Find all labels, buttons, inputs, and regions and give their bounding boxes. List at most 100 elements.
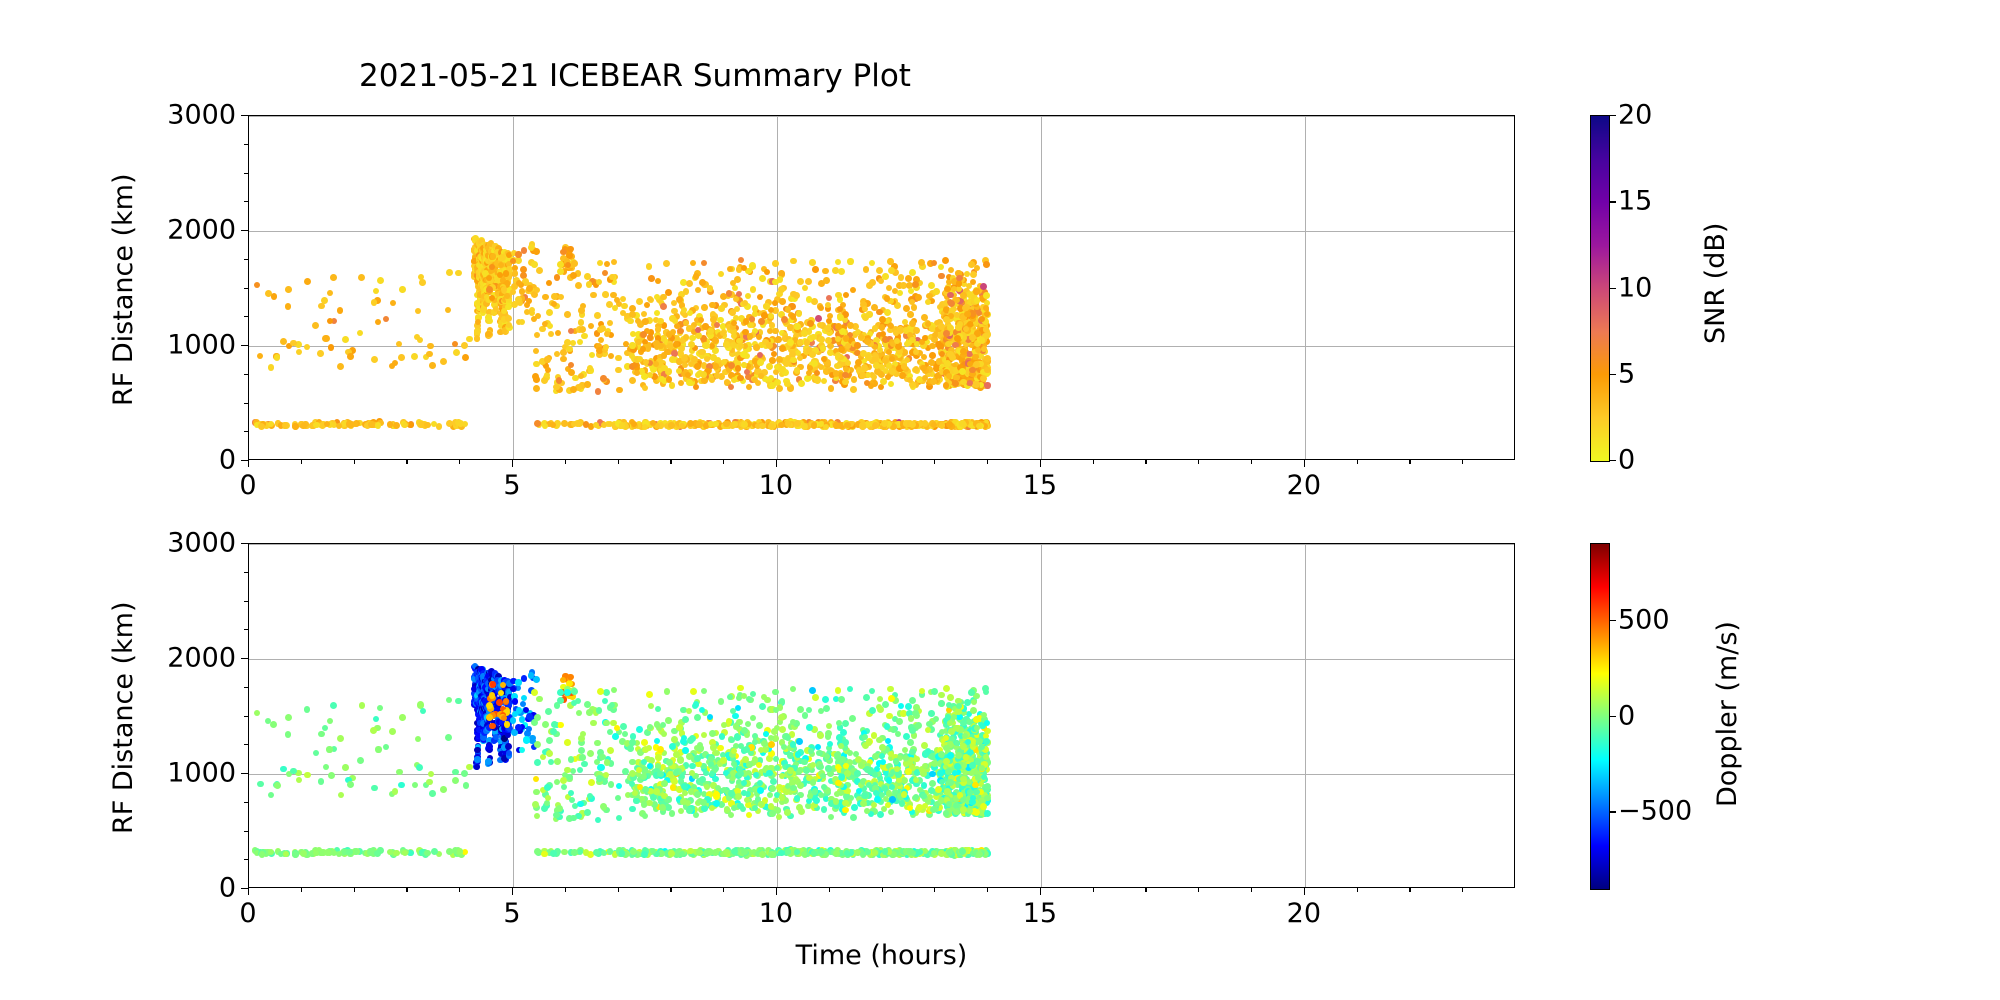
data-point xyxy=(884,737,891,745)
data-point xyxy=(701,732,708,739)
data-point xyxy=(485,742,493,750)
data-point xyxy=(455,270,462,277)
data-point xyxy=(374,296,381,304)
data-point xyxy=(764,269,771,276)
data-point xyxy=(566,345,573,352)
data-point xyxy=(594,740,601,747)
data-point xyxy=(955,324,962,331)
data-point xyxy=(877,811,885,819)
data-point xyxy=(534,312,541,320)
data-point xyxy=(778,366,785,373)
data-point xyxy=(478,238,485,246)
x-axis-minor-tick xyxy=(1462,460,1464,464)
data-point xyxy=(752,343,760,351)
data-point xyxy=(488,692,496,699)
data-point xyxy=(376,276,384,284)
data-point xyxy=(460,769,468,777)
data-point xyxy=(825,765,832,772)
data-point xyxy=(506,297,513,304)
data-point xyxy=(665,376,673,383)
data-point xyxy=(603,772,610,779)
data-point xyxy=(580,371,588,379)
data-point xyxy=(827,385,835,392)
data-point xyxy=(888,266,896,274)
data-point xyxy=(727,811,735,819)
data-point xyxy=(485,280,493,288)
data-point xyxy=(263,422,270,429)
data-point xyxy=(942,382,950,389)
data-point xyxy=(759,275,766,283)
data-point xyxy=(920,781,928,789)
data-point xyxy=(983,292,990,299)
data-point xyxy=(925,298,932,306)
data-point xyxy=(445,420,453,428)
data-point xyxy=(578,326,586,334)
data-point xyxy=(375,318,382,325)
data-point xyxy=(887,322,895,329)
data-point xyxy=(817,732,825,740)
data-point xyxy=(809,333,817,341)
data-point xyxy=(570,339,577,346)
data-point xyxy=(486,274,493,281)
data-point xyxy=(790,290,797,297)
data-point xyxy=(258,851,265,858)
data-point xyxy=(723,341,730,349)
data-point xyxy=(445,306,452,313)
data-point xyxy=(555,377,563,384)
data-point xyxy=(801,712,809,720)
data-point xyxy=(657,342,664,349)
x-axis-minor-tick xyxy=(617,460,619,464)
data-point xyxy=(282,850,289,857)
data-point xyxy=(752,311,759,318)
data-point xyxy=(600,802,608,810)
data-point xyxy=(775,355,783,363)
data-point xyxy=(546,322,553,329)
data-point xyxy=(317,778,324,785)
data-point xyxy=(327,771,335,779)
data-point xyxy=(564,739,571,746)
data-point xyxy=(449,422,457,430)
data-point xyxy=(564,338,571,346)
data-point xyxy=(511,282,519,290)
data-point xyxy=(485,244,492,251)
data-point xyxy=(797,354,804,361)
data-point xyxy=(571,688,578,695)
data-point xyxy=(626,745,634,753)
data-point xyxy=(532,347,540,354)
data-point xyxy=(665,717,672,724)
data-point xyxy=(826,312,834,320)
data-point xyxy=(818,336,825,343)
data-point xyxy=(583,809,591,816)
data-point xyxy=(827,813,835,820)
data-point xyxy=(476,303,483,311)
data-point xyxy=(655,277,662,284)
data-point xyxy=(624,363,631,370)
data-point xyxy=(678,379,684,386)
data-point xyxy=(444,734,452,742)
x-axis-tick xyxy=(1039,460,1042,467)
data-point xyxy=(901,318,908,325)
data-point xyxy=(800,422,808,430)
data-point xyxy=(330,702,337,710)
data-point xyxy=(908,287,915,294)
data-point xyxy=(692,273,700,280)
data-point xyxy=(819,344,827,352)
data-point xyxy=(485,330,492,338)
data-point xyxy=(660,293,667,301)
data-point xyxy=(489,294,496,301)
data-point xyxy=(564,311,572,318)
data-point xyxy=(534,848,542,855)
data-point xyxy=(708,343,715,350)
data-point xyxy=(416,336,423,343)
data-point xyxy=(270,720,278,728)
data-point xyxy=(769,809,776,817)
data-point xyxy=(322,763,329,770)
data-point xyxy=(284,713,292,721)
data-point xyxy=(696,421,703,428)
data-point xyxy=(832,370,840,377)
data-point xyxy=(335,850,343,858)
data-point xyxy=(399,714,406,721)
data-point xyxy=(497,319,505,327)
data-point xyxy=(780,315,788,323)
data-point xyxy=(718,304,726,312)
